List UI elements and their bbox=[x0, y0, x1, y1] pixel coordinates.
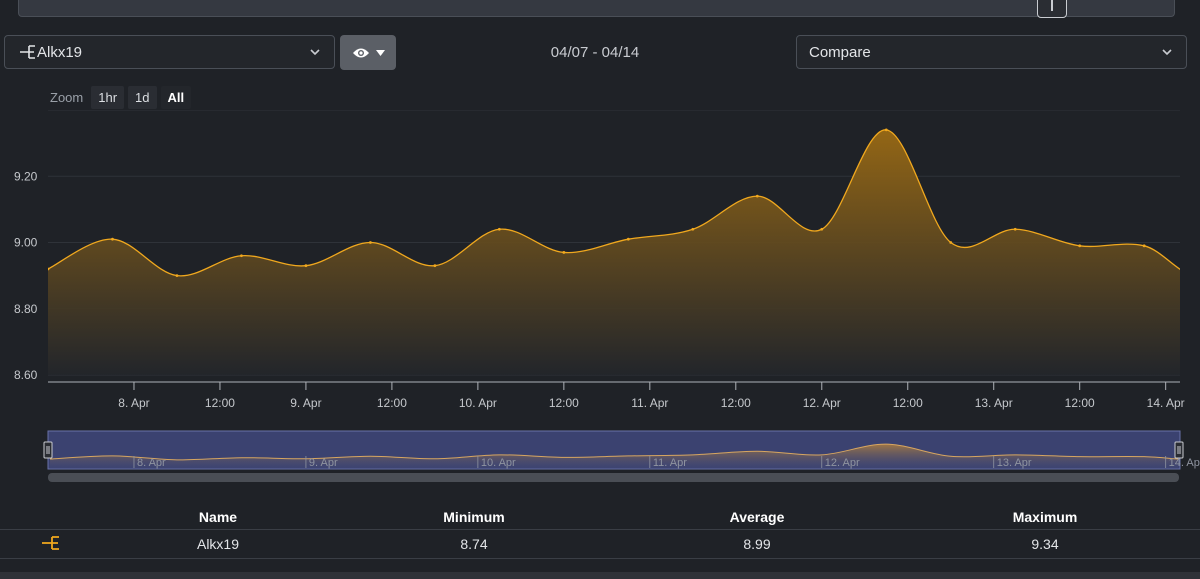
data-point bbox=[1013, 227, 1017, 231]
y-tick-label: 8.80 bbox=[14, 302, 38, 316]
navigator-line bbox=[50, 443, 1178, 461]
top-scrollbar-handle[interactable] bbox=[1037, 0, 1067, 18]
row-minimum: 8.74 bbox=[460, 536, 488, 552]
series-select-value: Alkx19 bbox=[37, 43, 83, 61]
navigator-label: 11. Apr bbox=[653, 457, 687, 469]
data-point bbox=[1142, 244, 1146, 248]
data-point bbox=[175, 274, 179, 278]
compare-select[interactable]: Compare bbox=[796, 35, 1187, 69]
row-average: 8.99 bbox=[743, 536, 771, 552]
x-tick-label: 12. Apr bbox=[803, 396, 841, 410]
y-axis: 8.60 8.80 9.00 9.20 bbox=[14, 169, 38, 382]
chevron-down-icon bbox=[1162, 49, 1172, 56]
visibility-toggle-button[interactable] bbox=[340, 35, 396, 70]
zoom-1hr-button[interactable]: 1hr bbox=[91, 86, 125, 109]
x-tick-label: 12:00 bbox=[1065, 396, 1095, 410]
navigator-label: 9. Apr bbox=[309, 457, 338, 469]
caret-down-icon bbox=[375, 49, 385, 56]
summary-header-row: Name Minimum Average Maximum bbox=[0, 505, 1200, 529]
header-minimum: Minimum bbox=[443, 509, 505, 525]
navigator-label: 13. Apr bbox=[997, 457, 1032, 469]
data-point bbox=[48, 267, 50, 271]
date-range: 04/07 - 04/14 bbox=[550, 44, 640, 61]
data-point bbox=[562, 251, 566, 254]
series-area-fill bbox=[48, 129, 1180, 375]
bottom-scrollbar[interactable] bbox=[0, 572, 1200, 579]
y-tick-label: 8.60 bbox=[14, 368, 38, 382]
data-point bbox=[240, 254, 243, 258]
navigator-label: 14. Apr bbox=[1169, 457, 1200, 469]
data-point bbox=[949, 241, 953, 244]
zoom-controls: Zoom 1hr 1d All bbox=[50, 86, 192, 109]
series-glyph-icon bbox=[20, 45, 35, 59]
x-tick-label: 12:00 bbox=[205, 396, 235, 410]
series-points bbox=[48, 128, 1146, 278]
zoom-1d-button[interactable]: 1d bbox=[128, 86, 157, 109]
x-tick-label: 14. Apr bbox=[1147, 396, 1185, 410]
series-select[interactable]: Alkx19 bbox=[4, 35, 335, 69]
x-tick-label: 9. Apr bbox=[290, 396, 321, 410]
navigator-label: 8. Apr bbox=[137, 457, 166, 469]
summary-table: Name Minimum Average Maximum Alkx19 8.74… bbox=[0, 505, 1200, 559]
chevron-down-icon bbox=[310, 49, 320, 56]
x-axis: 8. Apr 12:00 9. Apr 12:00 10. Apr 12:00 11. Ap… bbox=[118, 382, 1185, 410]
series-glyph-icon bbox=[41, 536, 61, 553]
data-point bbox=[884, 128, 888, 132]
x-tick-label: 13. Apr bbox=[975, 396, 1013, 410]
x-tick-label: 12:00 bbox=[721, 396, 751, 410]
x-tick-label: 8. Apr bbox=[118, 396, 149, 410]
navigator-left-handle[interactable] bbox=[43, 441, 53, 459]
data-point bbox=[497, 227, 501, 231]
compare-select-value: Compare bbox=[809, 43, 871, 61]
row-name: Alkx19 bbox=[196, 536, 240, 552]
header-maximum: Maximum bbox=[1012, 509, 1078, 525]
data-point bbox=[755, 194, 759, 198]
header-name: Name bbox=[198, 509, 238, 525]
data-point bbox=[304, 264, 308, 268]
table-row: Alkx19 8.74 8.99 9.34 bbox=[0, 529, 1200, 559]
data-point bbox=[1078, 244, 1082, 248]
data-point bbox=[691, 227, 695, 231]
x-tick-label: 12:00 bbox=[377, 396, 407, 410]
navigator-label: 10. Apr bbox=[481, 457, 516, 469]
data-point bbox=[820, 227, 824, 231]
zoom-label: Zoom bbox=[50, 90, 84, 105]
data-point bbox=[369, 241, 372, 244]
x-tick-label: 12:00 bbox=[893, 396, 923, 410]
data-point bbox=[626, 237, 630, 241]
navigator-scrollbar[interactable] bbox=[48, 473, 1179, 482]
x-tick-label: 10. Apr bbox=[459, 396, 497, 410]
navigator-label: 12. Apr bbox=[825, 457, 860, 469]
y-tick-label: 9.20 bbox=[14, 169, 38, 183]
line-chart: 8.60 8.80 9.00 9.20 8. Apr 12:00 9. Apr 12:00 1… bbox=[14, 110, 1200, 482]
eye-icon bbox=[352, 48, 369, 57]
data-point bbox=[111, 237, 114, 241]
top-scrollbar-track[interactable] bbox=[18, 0, 1175, 18]
header-average: Average bbox=[729, 509, 785, 525]
x-tick-label: 11. Apr bbox=[631, 396, 668, 410]
y-tick-label: 9.00 bbox=[14, 236, 38, 250]
zoom-all-button[interactable]: All bbox=[160, 86, 192, 109]
navigator-labels: 8. Apr 9. Apr 10. Apr 11. Apr 12. Apr 13. Apr… bbox=[133, 456, 1200, 469]
data-point bbox=[433, 264, 437, 268]
x-tick-label: 12:00 bbox=[549, 396, 579, 410]
row-maximum: 9.34 bbox=[1031, 536, 1059, 552]
navigator-right-handle[interactable] bbox=[1174, 441, 1184, 459]
